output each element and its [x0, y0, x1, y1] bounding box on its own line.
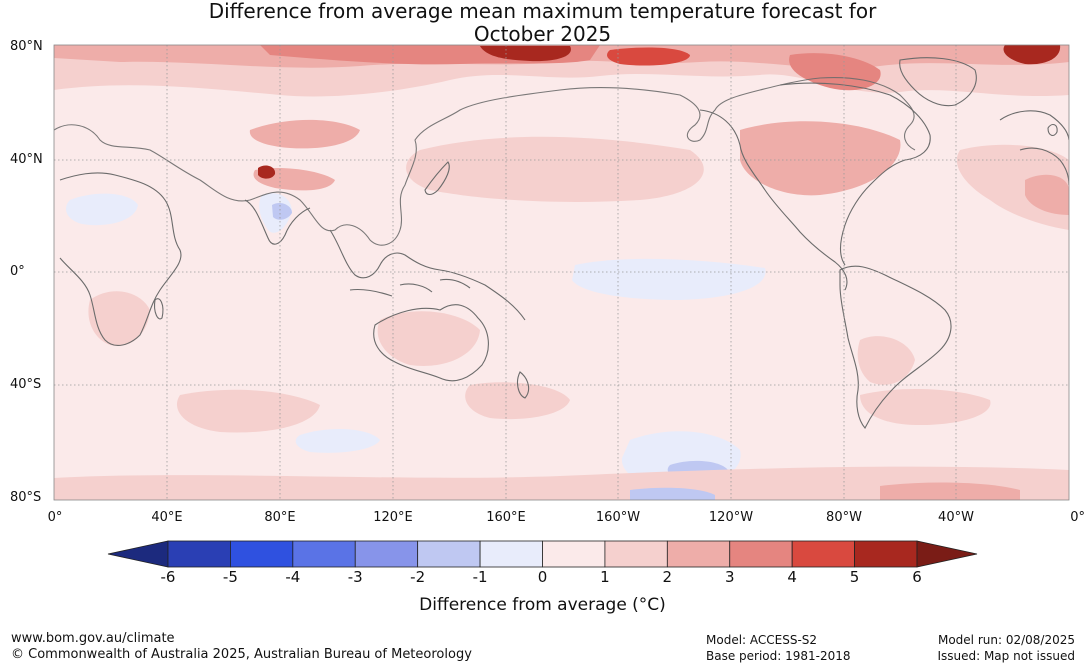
anomaly-region-southern-ocean-cool — [295, 428, 380, 453]
colorbar-segment--5-to--4 — [230, 540, 294, 568]
anomaly-region-south-atlantic — [860, 388, 991, 425]
anomaly-region-tasman — [465, 382, 570, 420]
footer-issued: Issued: Map not issued — [937, 649, 1075, 663]
lat-label-40s: 40°S — [10, 377, 42, 392]
colorbar-tick-2: 2 — [662, 568, 673, 586]
graticule — [54, 45, 1069, 500]
coastline-new-zealand — [516, 371, 530, 399]
colorbar-segment-4-to-5 — [791, 540, 855, 568]
colorbar-segment--6-to--5 — [167, 540, 231, 568]
lon-label-80e: 80°E — [264, 510, 296, 525]
anomaly-region-india-core — [272, 202, 292, 220]
anomaly-region-greenland — [1003, 45, 1061, 65]
lat-label-80s: 80°S — [10, 490, 42, 505]
lon-label-40e: 40°E — [151, 510, 183, 525]
lat-label-40n: 40°N — [10, 152, 43, 167]
colorbar-segment--3-to--2 — [354, 540, 419, 568]
colorbar-segment--1-to-0 — [479, 540, 543, 568]
colorbar-segment--2-to--1 — [417, 540, 481, 568]
lon-label-120w: 120°W — [708, 510, 754, 525]
lon-label-160w: 160°W — [595, 510, 641, 525]
colorbar-tick-0: 0 — [537, 568, 548, 586]
anomaly-region-equatorial-pacific — [572, 258, 766, 300]
anomaly-region-australia — [377, 311, 480, 366]
lon-label-0-right: 0° — [1070, 510, 1085, 525]
coastlines — [54, 57, 1069, 429]
anomaly-region-himalaya-hot — [258, 165, 276, 179]
anomaly-region-antarctic-band — [54, 466, 1069, 500]
colorbar-arrow-low — [107, 540, 169, 568]
coastline-australia — [373, 304, 489, 382]
anomaly-region-antarctic-warm — [880, 482, 1020, 500]
coastline-europe — [999, 110, 1069, 186]
colorbar-tick--3: -3 — [347, 568, 363, 586]
anomaly-region-south-america — [857, 336, 915, 385]
colorbar-segment-5-to-6 — [854, 540, 918, 568]
coastline-uk — [1047, 123, 1058, 137]
colorbar-segment-1-to-2 — [604, 540, 668, 568]
anomaly-region-siberia-core — [480, 46, 571, 62]
colorbar-segment-3-to-4 — [729, 540, 793, 568]
anomaly-region-beaufort — [607, 47, 690, 66]
anomaly-region-antarctic-cool — [630, 487, 715, 500]
coastline-eurasia — [54, 77, 916, 246]
anomaly-region-central-asia — [249, 119, 360, 149]
coastline-south-america — [839, 265, 952, 429]
footer-website[interactable]: www.bom.gov.au/climate — [11, 631, 175, 646]
colorbar-label: Difference from average (°C) — [419, 595, 666, 615]
footer-base-period: Base period: 1981-2018 — [706, 649, 851, 663]
map-title-line1: Difference from average mean maximum tem… — [208, 0, 877, 23]
anomaly-region-south-indian — [176, 389, 320, 433]
coastline-africa — [59, 172, 182, 346]
lon-label-80w: 80°W — [826, 510, 862, 525]
colorbar-tick--4: -4 — [285, 568, 301, 586]
anomaly-region-sahara-cool — [66, 193, 138, 226]
colorbar-tick-1: 1 — [600, 568, 610, 586]
colorbar-arrow-high — [916, 540, 978, 568]
lon-label-0-left: 0° — [47, 510, 63, 525]
coastline-indonesia — [349, 278, 471, 297]
map-frame — [53, 44, 1070, 501]
anomaly-shading — [54, 45, 1069, 500]
anomaly-region-africa — [88, 291, 150, 346]
lon-label-160e: 160°E — [486, 510, 526, 525]
coastline-north-america — [699, 82, 931, 291]
footer-model-run: Model run: 02/08/2025 — [937, 633, 1075, 647]
footer-copyright: © Commonwealth of Australia 2025, Austra… — [11, 647, 472, 662]
colorbar-tick--1: -1 — [472, 568, 488, 586]
lon-label-120e: 120°E — [373, 510, 413, 525]
footer-model: Model: ACCESS-S2 — [706, 633, 818, 647]
colorbar-tick-3: 3 — [724, 568, 735, 586]
colorbar-tick--6: -6 — [160, 568, 176, 586]
anomaly-region-canada-arctic — [789, 53, 881, 91]
coastline-madagascar — [154, 298, 164, 320]
colorbar-tick--5: -5 — [222, 568, 238, 586]
map-title: Difference from average mean maximum tem… — [0, 0, 1085, 46]
colorbar-segment--4-to--3 — [292, 540, 356, 568]
anomaly-region-north-america — [740, 121, 901, 196]
coastline-greenland — [899, 57, 977, 107]
lat-label-80n: 80°N — [10, 39, 43, 54]
colorbar-segment-2-to-3 — [666, 540, 731, 568]
anomaly-region-iberia — [1025, 174, 1069, 215]
anomaly-region-north-pacific — [406, 136, 704, 202]
colorbar-tick-5: 5 — [849, 568, 860, 586]
lat-label-0: 0° — [10, 264, 25, 279]
coastline-southeast-asia — [329, 229, 526, 321]
colorbar-tick--2: -2 — [410, 568, 426, 586]
colorbar-tick-6: 6 — [912, 568, 922, 586]
coastline-japan — [424, 161, 450, 196]
map-title-line2: October 2025 — [473, 22, 612, 46]
lon-label-40w: 40°W — [938, 510, 974, 525]
colorbar-segments — [107, 540, 978, 568]
colorbar-segment-0-to-1 — [542, 540, 606, 568]
colorbar-tick-4: 4 — [787, 568, 797, 586]
coastline-india — [244, 199, 311, 245]
